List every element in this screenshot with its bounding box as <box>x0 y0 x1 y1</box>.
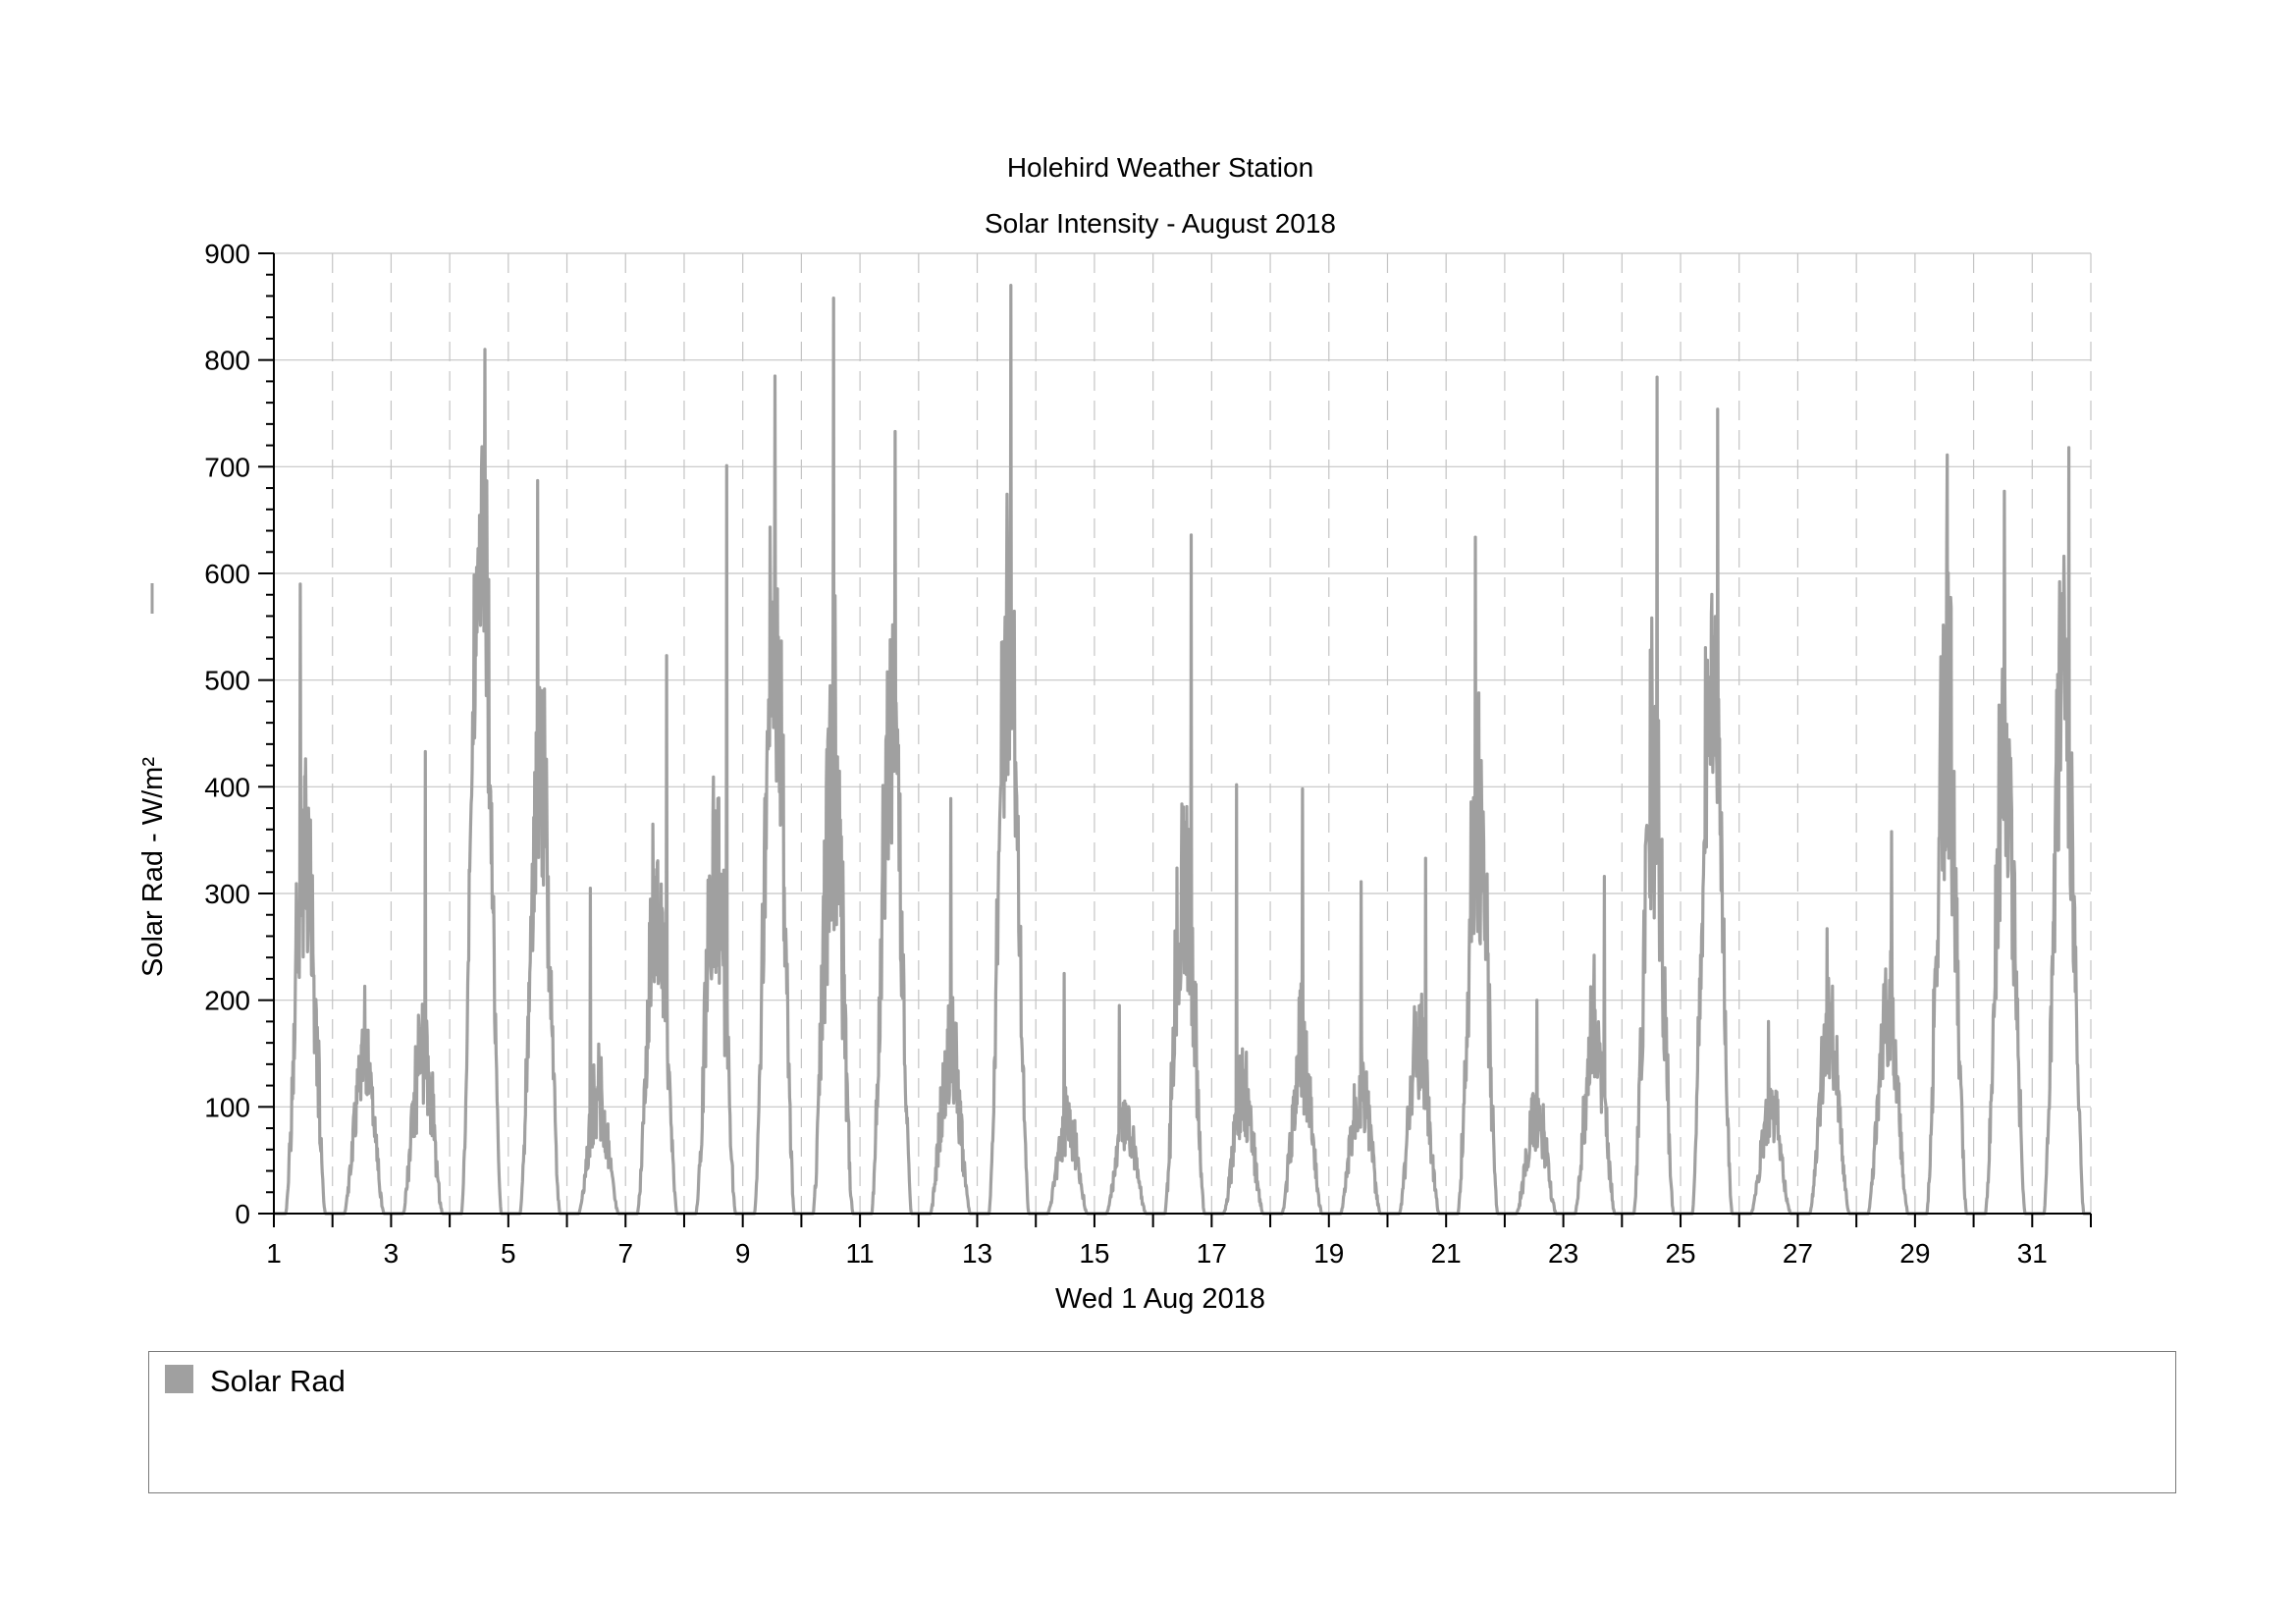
x-tick-label: 3 <box>384 1238 400 1269</box>
chart-title: Holehird Weather Station <box>1007 152 1313 183</box>
axes <box>258 252 2092 1227</box>
x-tick-label: 19 <box>1313 1238 1344 1269</box>
y-tick-label: 500 <box>204 666 250 696</box>
y-tick-label: 200 <box>204 986 250 1016</box>
y-axis-title-group: Solar Rad - W/m² <box>137 757 169 977</box>
x-tick-label: 29 <box>1899 1238 1930 1269</box>
y-tick-label: 400 <box>204 772 250 802</box>
legend-box: Solar Rad <box>148 1351 2176 1493</box>
x-tick-label: 15 <box>1079 1238 1109 1269</box>
y-tick-label: 600 <box>204 559 250 589</box>
x-tick-label: 1 <box>266 1238 282 1269</box>
x-tick-label: 7 <box>617 1238 633 1269</box>
x-tick-label: 11 <box>846 1238 875 1269</box>
legend-label-solar-rad: Solar Rad <box>210 1364 346 1398</box>
y-tick-label: 700 <box>204 452 250 482</box>
x-tick-label: 13 <box>962 1238 992 1269</box>
x-tick-label: 21 <box>1431 1238 1462 1269</box>
x-tick-labels: 1 3 5 7 9 11 13 15 17 19 21 23 25 27 29 31 <box>266 1238 2048 1269</box>
x-tick-label: 27 <box>1783 1238 1813 1269</box>
chart-subtitle: Solar Intensity - August 2018 <box>985 208 1336 239</box>
series-layer <box>272 284 2093 1216</box>
legend-swatch-solar-rad <box>165 1365 193 1393</box>
y-tick-label: 300 <box>204 879 250 909</box>
y-tick-label: 800 <box>204 346 250 376</box>
x-tick-label: 5 <box>501 1238 516 1269</box>
x-tick-label: 25 <box>1665 1238 1695 1269</box>
y-axis-title: Solar Rad - W/m² <box>137 757 169 977</box>
x-axis-title: Wed 1 Aug 2018 <box>1055 1283 1265 1315</box>
grid-lines <box>274 252 2092 1214</box>
x-tick-label: 31 <box>2017 1238 2048 1269</box>
series-line-solar-rad <box>272 284 2093 1216</box>
y-tick-label: 100 <box>204 1092 250 1122</box>
y-tick-labels: 0 100 200 300 400 500 600 700 800 900 <box>204 239 250 1229</box>
y-tick-label: 0 <box>235 1199 250 1229</box>
x-tick-label: 17 <box>1197 1238 1227 1269</box>
x-tick-label: 9 <box>735 1238 751 1269</box>
x-tick-label: 23 <box>1548 1238 1578 1269</box>
y-tick-label: 900 <box>204 239 250 269</box>
